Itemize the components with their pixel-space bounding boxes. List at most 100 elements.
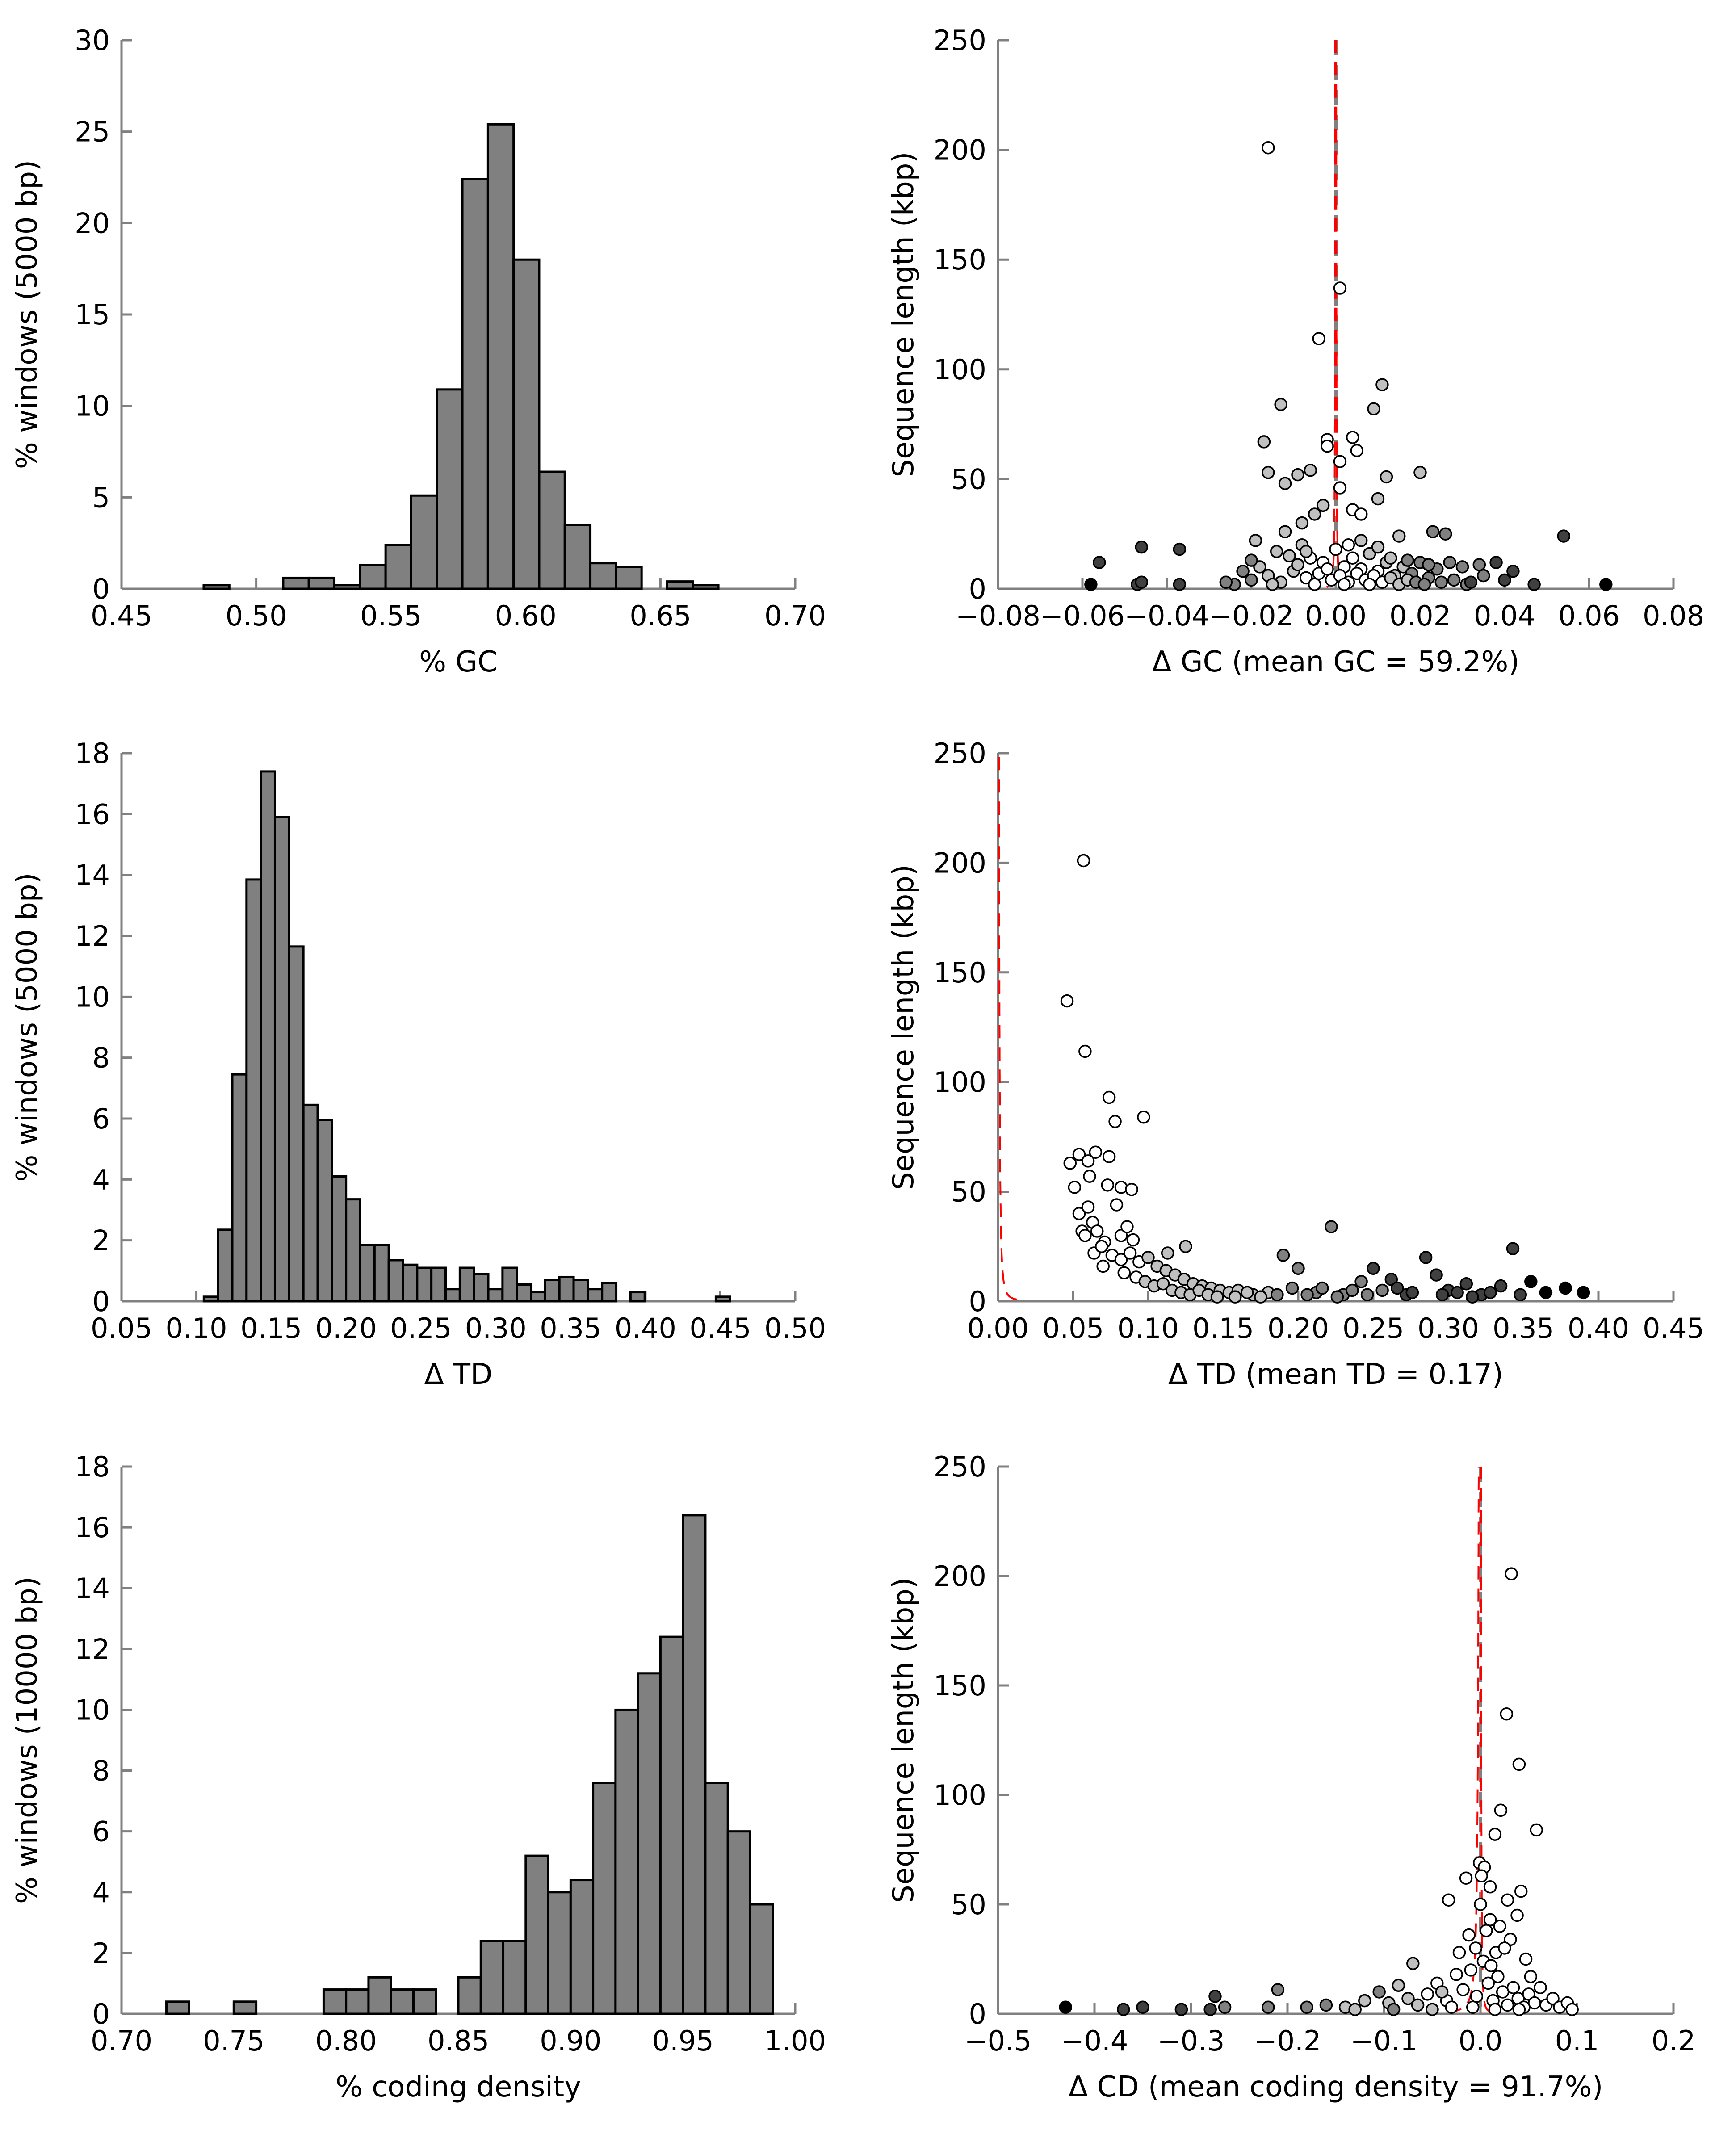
scatter-point — [1384, 1273, 1398, 1286]
scatter-point — [1300, 545, 1313, 558]
scatter-point — [1411, 1998, 1425, 2012]
scatter-point — [1342, 538, 1355, 552]
scatter-point — [1346, 431, 1359, 444]
scatter-point — [1068, 1181, 1082, 1194]
x-tick-label: −0.2 — [1254, 2025, 1321, 2057]
x-tick-label: −0.5 — [964, 2025, 1032, 2057]
x-tick-label: 0.55 — [360, 599, 422, 632]
y-axis-label: % windows (10000 bp) — [11, 1576, 44, 1904]
x-tick-label: 0.05 — [91, 1312, 152, 1345]
scatter-point — [1512, 2003, 1526, 2016]
x-axis-label: Δ TD (mean TD = 0.17) — [1168, 1358, 1503, 1391]
scatter-point — [1270, 545, 1283, 558]
histogram-bar — [410, 494, 438, 590]
y-tick-label: 50 — [951, 1176, 986, 1208]
x-tick-label: 0.35 — [540, 1312, 601, 1345]
scatter-point — [1077, 854, 1090, 868]
scatter-point — [1451, 1286, 1464, 1300]
y-tick-label: 150 — [934, 243, 986, 276]
histogram-bar — [615, 566, 643, 590]
scatter-gc-panel: −0.08 −0.06 −0.04 −0.02 0.00 0.02 0.04 0.06 0.08… — [887, 24, 1704, 679]
scatter-point — [1354, 534, 1368, 547]
x-tick-label: 0.0 — [1459, 2025, 1503, 2057]
scatter-point — [1462, 1928, 1476, 1942]
scatter-point — [1391, 1281, 1404, 1295]
scatter-point — [1384, 551, 1397, 565]
scatter-point — [1102, 1090, 1116, 1104]
y-tick-label: 14 — [75, 859, 110, 892]
scatter-point — [1179, 1240, 1192, 1253]
x-tick-label: −0.06 — [1040, 599, 1125, 632]
histogram-bar — [601, 1282, 618, 1303]
scatter-point — [1333, 481, 1347, 495]
scatter-point — [1346, 551, 1359, 565]
scatter-point — [1254, 1290, 1267, 1304]
x-tick-label: 0.20 — [1267, 1312, 1329, 1345]
histogram-bar — [416, 1266, 433, 1303]
x-tick-label: 0.08 — [1643, 599, 1704, 632]
scatter-point — [1253, 560, 1266, 574]
scatter-point — [1363, 578, 1376, 591]
scatter-point — [1203, 2003, 1217, 2016]
x-tick-label: 0.02 — [1389, 599, 1451, 632]
x-tick-label: 0.20 — [315, 1312, 377, 1345]
scatter-point — [1350, 444, 1363, 457]
scatter-point — [1208, 1990, 1222, 2003]
scatter-point — [1406, 1957, 1420, 1970]
threshold-curve-right — [1335, 40, 1346, 588]
scatter-point — [1474, 1898, 1487, 1911]
scatter-point — [1506, 564, 1520, 578]
y-tick-label: 50 — [951, 1888, 986, 1921]
scatter-point — [1245, 553, 1258, 567]
x-tick-label: 0.40 — [1568, 1312, 1629, 1345]
scatter-point — [1430, 1268, 1443, 1282]
scatter-point — [1174, 2003, 1188, 2016]
histogram-bar — [373, 1244, 390, 1303]
x-tick-label: −0.1 — [1350, 2025, 1418, 2057]
scatter-point — [1539, 1286, 1553, 1300]
scatter-point — [1506, 1242, 1520, 1255]
axes — [120, 752, 797, 1303]
x-tick-label: 0.75 — [203, 2025, 264, 2057]
y-tick-label: 10 — [75, 981, 110, 1013]
scatter-point — [1354, 1275, 1368, 1288]
scatter-point — [1392, 529, 1406, 543]
bars — [165, 1514, 774, 2015]
scatter-point — [1078, 1229, 1092, 1242]
scatter-point — [1500, 1707, 1514, 1721]
scatter-point — [1435, 1288, 1449, 1302]
scatter-point — [1419, 1251, 1433, 1264]
scatter-point — [1090, 1224, 1104, 1238]
scatter-point — [1421, 1987, 1434, 2001]
y-tick-label: 12 — [75, 1633, 110, 1665]
x-tick-label: 0.05 — [1042, 1312, 1104, 1345]
histogram-bar — [288, 945, 305, 1303]
histogram-bar — [302, 1103, 319, 1303]
scatter-point — [1081, 1200, 1095, 1214]
histogram-bar — [359, 564, 387, 590]
histogram-bar — [592, 1782, 617, 2015]
scatter-point — [1450, 1968, 1463, 1981]
histogram-bar — [316, 1119, 333, 1303]
scatter-point — [1271, 1288, 1284, 1302]
plot-area — [1326, 40, 1346, 589]
x-tick-label: 0.25 — [1342, 1312, 1404, 1345]
y-tick-label: 4 — [92, 1163, 110, 1196]
scatter-point — [1262, 2000, 1275, 2014]
scatter-point — [1059, 2000, 1072, 2014]
x-tick-label: 0.70 — [91, 2025, 152, 2057]
histogram-bar — [682, 1514, 707, 2015]
y-tick-label: 2 — [92, 1937, 110, 1970]
histogram-bar — [614, 1708, 639, 2015]
y-tick-label: 4 — [92, 1876, 110, 1909]
scatter-point — [1278, 477, 1292, 490]
histogram-bar — [473, 1273, 490, 1303]
scatter-points — [1060, 854, 1590, 1304]
scatter-point — [1358, 1994, 1371, 2008]
histogram-bar — [569, 1879, 595, 2015]
scatter-point — [1114, 1181, 1128, 1194]
scatter-point — [1371, 492, 1385, 506]
y-tick-label: 150 — [934, 1669, 986, 1702]
scatter-point — [1384, 571, 1397, 585]
scatter-point — [1417, 578, 1431, 591]
